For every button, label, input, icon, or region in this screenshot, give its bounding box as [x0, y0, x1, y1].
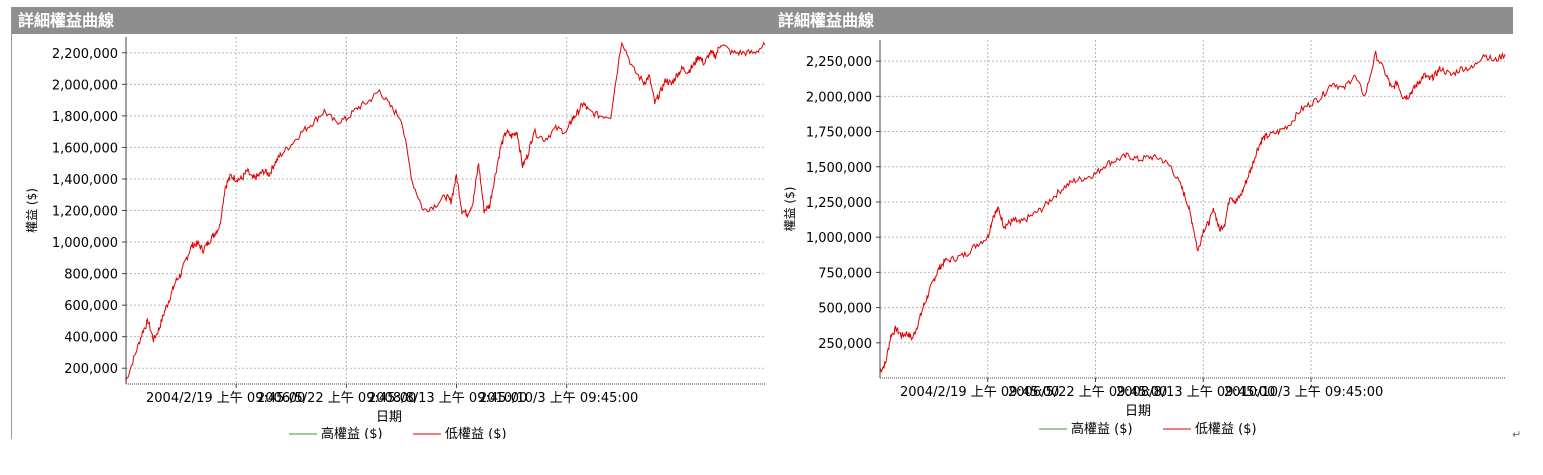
equity-chart-left: 200,000 400,000 600,000 800,000 1,000,000 1,2… — [25, 37, 766, 439]
y-tick-label: 1,800,000 — [52, 110, 118, 125]
y-tick-label: 1,400,000 — [52, 173, 118, 188]
y-tick-label: 750,000 — [818, 266, 872, 281]
x-tick-label: 2004/2/19 上午 09:45:00 — [146, 391, 305, 406]
chart-title: 詳細權益曲線 — [772, 7, 1513, 34]
y-tick-label: 400,000 — [64, 331, 118, 346]
y-tick-label: 1,000,000 — [52, 236, 118, 251]
equity-chart-panel-right: 詳細權益曲線 250,000 500,000 750,000 1,000,000 1,2… — [772, 7, 1513, 435]
legend-label: 高權益 ($) — [321, 426, 383, 439]
y-tick-label: 250,000 — [818, 337, 872, 352]
y-tick-label: 800,000 — [64, 268, 118, 283]
x-tick-label: 2006/5/22 上午 09:45:00 — [257, 391, 416, 406]
legend-label: 高權益 ($) — [1071, 421, 1133, 435]
y-tick-label: 2,200,000 — [52, 47, 118, 62]
y-axis-title: 權益 ($) — [25, 188, 39, 233]
y-tick-label: 600,000 — [64, 299, 118, 314]
y-tick-label: 1,250,000 — [806, 196, 872, 211]
legend-label: 低權益 ($) — [1195, 422, 1257, 435]
series-line-low-equity — [879, 50, 1506, 374]
x-tick-label: 2008/8/13 上午 09:45:00 — [368, 391, 527, 406]
x-axis-title: 日期 — [1125, 404, 1151, 419]
series-line-low-equity — [125, 41, 766, 382]
y-tick-label: 2,000,000 — [52, 78, 118, 93]
x-tick-label: 2010/10/3 上午 09:45:00 — [479, 391, 638, 406]
x-tick-label: 2004/2/19 上午 09:45:00 — [900, 385, 1059, 400]
y-tick-label: 200,000 — [64, 362, 118, 377]
x-tick-label: 2010/10/3 上午 09:45:00 — [1224, 385, 1383, 400]
y-tick-label: 1,000,000 — [806, 231, 872, 246]
y-tick-label: 1,750,000 — [806, 126, 872, 141]
y-tick-label: 1,200,000 — [52, 205, 118, 220]
x-tick-label: 2008/8/13 上午 09:45:00 — [1116, 385, 1275, 400]
y-tick-label: 1,500,000 — [806, 161, 872, 176]
y-axis-title: 權益 ($) — [783, 187, 797, 232]
equity-chart-panel-left: 詳細權益曲線 200,000 400,000 600,000 800,000 1,000… — [11, 7, 772, 439]
paragraph-mark: ↵ — [1512, 428, 1522, 441]
equity-chart-right: 250,000 500,000 750,000 1,000,000 1,250,000 1… — [783, 40, 1506, 435]
y-tick-label: 2,000,000 — [806, 90, 872, 105]
legend-label: 低權益 ($) — [445, 427, 507, 439]
y-tick-label: 500,000 — [818, 302, 872, 317]
y-tick-label: 1,600,000 — [52, 141, 118, 156]
chart-title: 詳細權益曲線 — [12, 7, 772, 34]
y-tick-label: 2,250,000 — [806, 55, 872, 70]
x-axis-title: 日期 — [376, 410, 402, 425]
x-tick-label: 2006/5/22 上午 09:45:00 — [1008, 385, 1167, 400]
